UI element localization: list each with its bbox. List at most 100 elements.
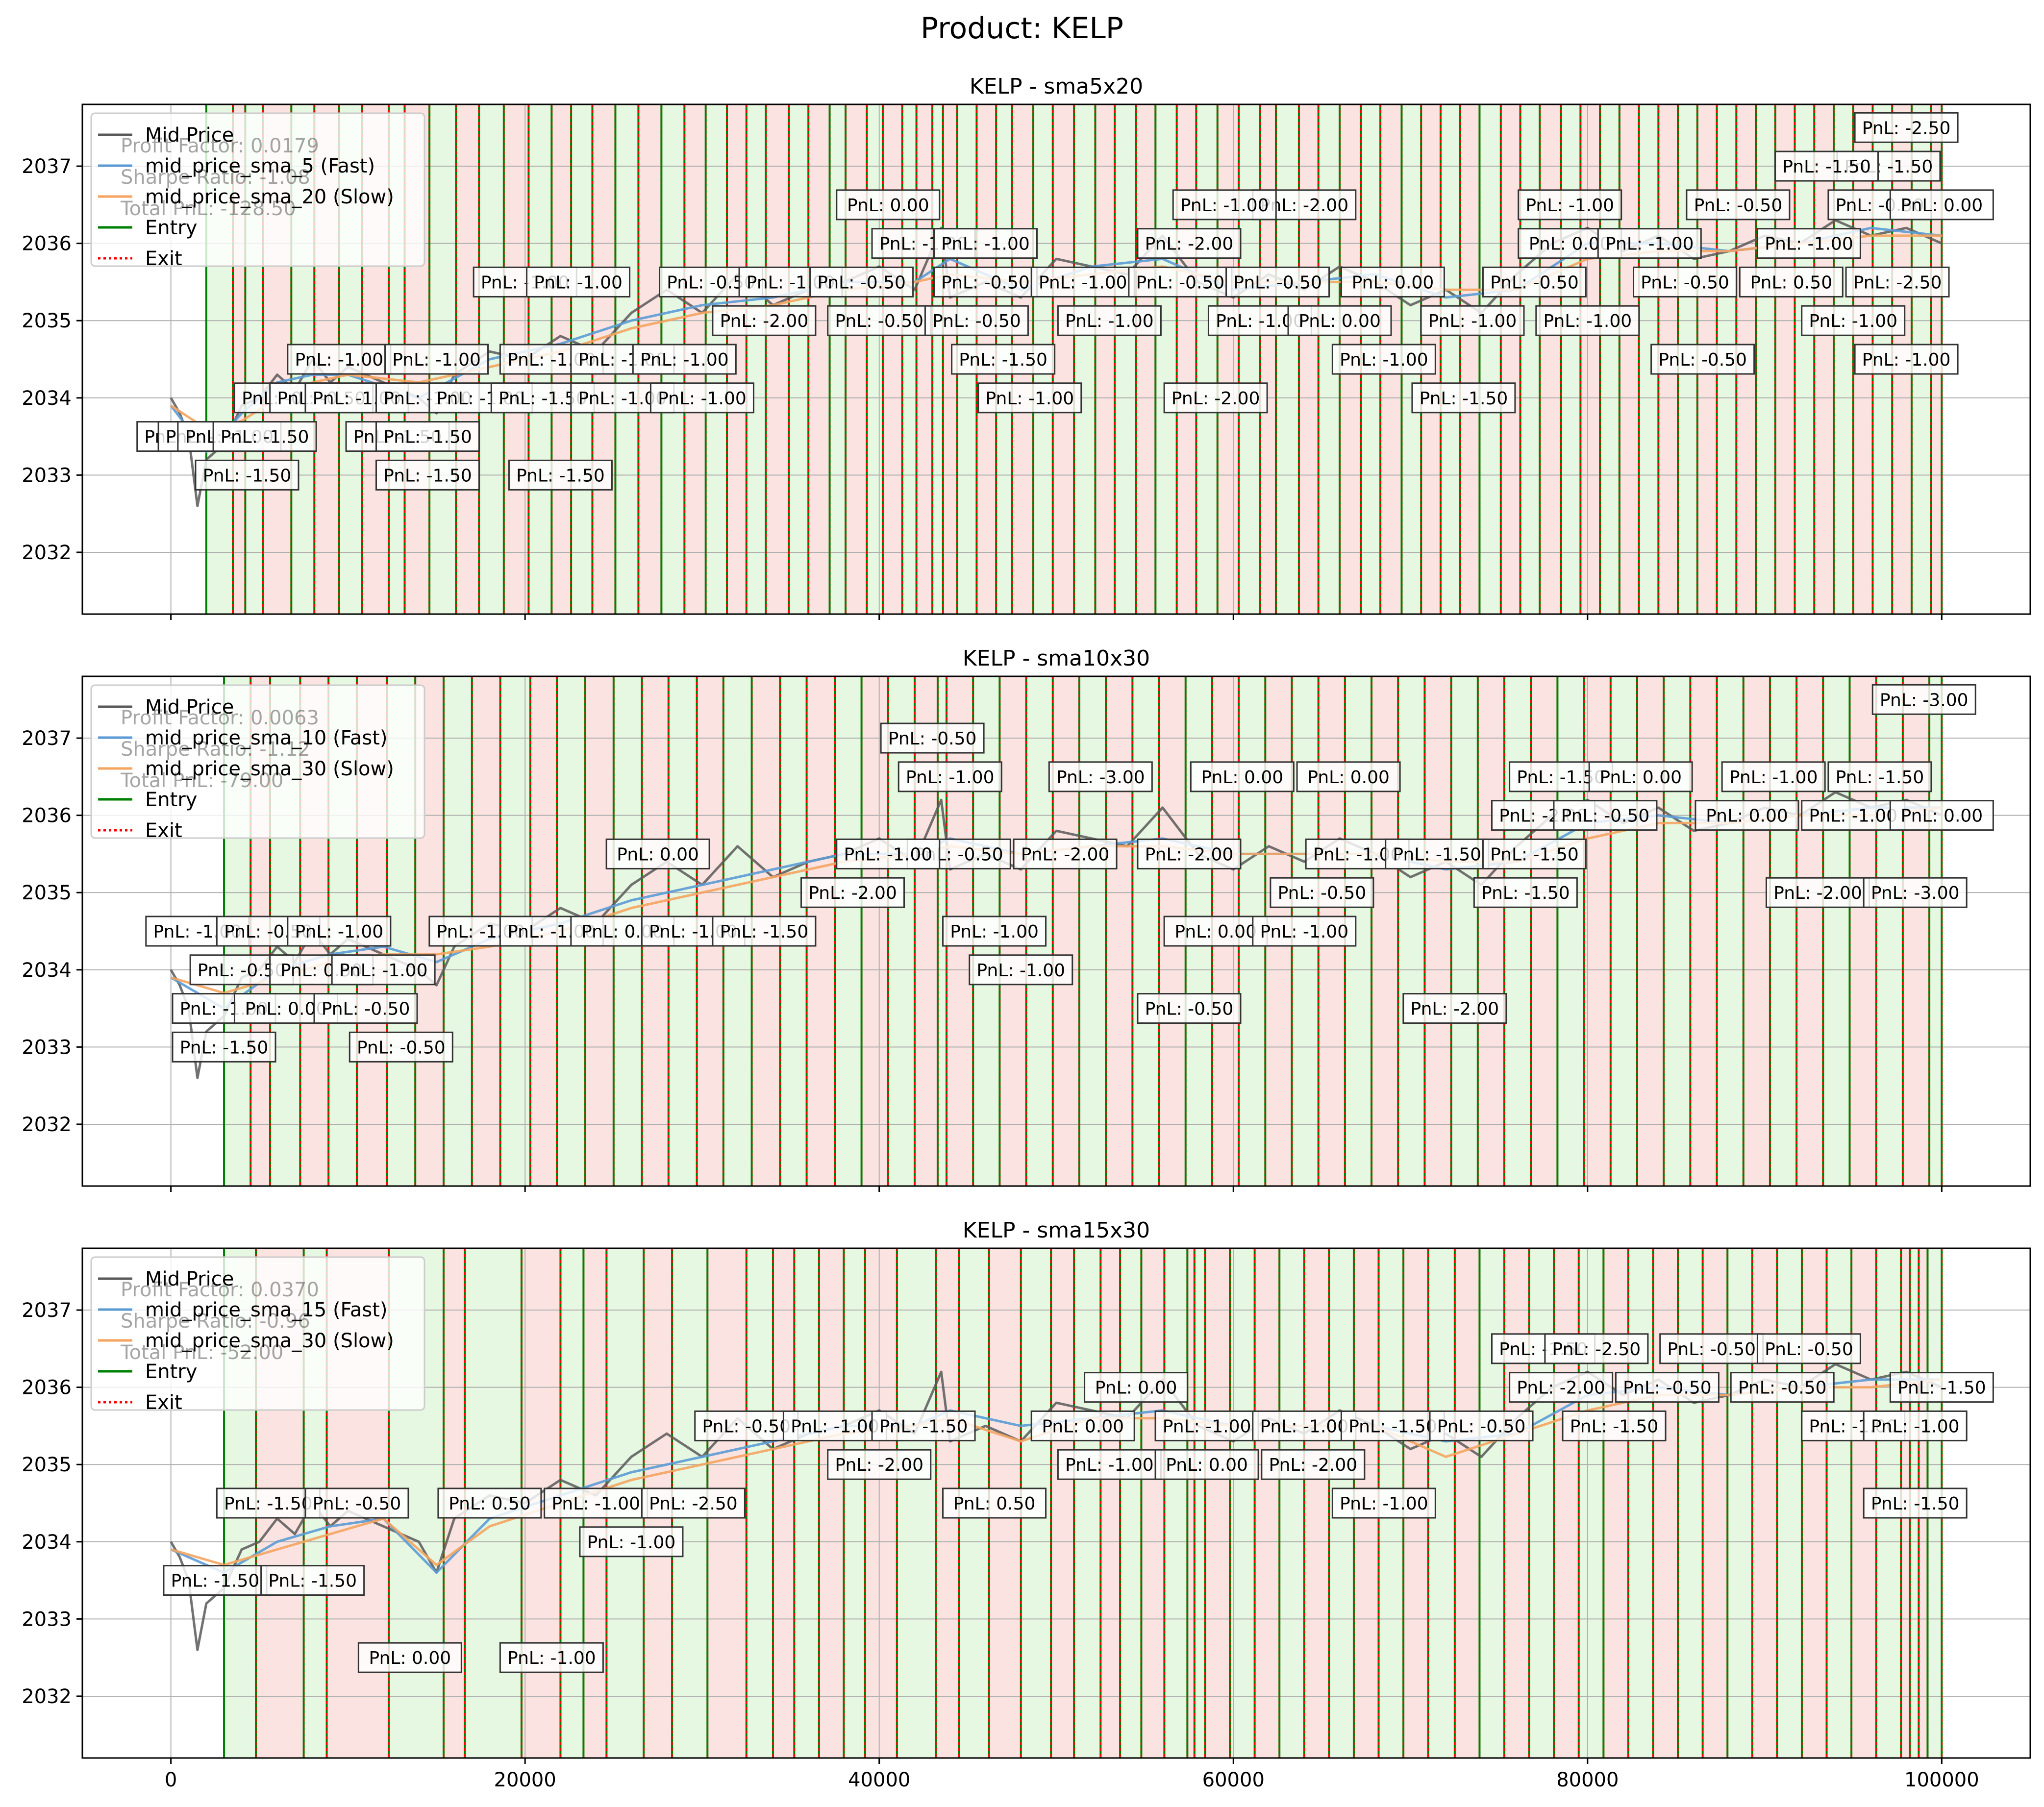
stats-text: Sharpe Ratio: -0.96 <box>121 1310 310 1333</box>
pnl-label-text: PnL: -0.50 <box>313 1494 401 1514</box>
pnl-label-box <box>499 1642 604 1673</box>
pnl-label-text: PnL: -1.00 <box>640 350 729 370</box>
pnl-label-text: PnL: -0.50 <box>357 1038 446 1058</box>
pnl-label-box <box>287 344 392 375</box>
pnl-label-box <box>1137 993 1242 1024</box>
short-position-band <box>1460 104 1480 614</box>
pnl-label: PnL: 0.00 <box>1154 1449 1259 1480</box>
pnl-label-box <box>1340 1410 1445 1441</box>
pnl-label-box <box>1287 305 1392 336</box>
pnl-label: PnL: -1.00 <box>1801 305 1906 336</box>
short-position-band <box>1136 104 1156 614</box>
legend-label: Mid Price <box>145 1268 234 1290</box>
pnl-label-text: PnL: -1.00 <box>392 350 481 370</box>
pnl-label: PnL: -1.00 <box>287 344 392 375</box>
short-position-band <box>1106 676 1133 1186</box>
pnl-label: PnL: -0.50 <box>1225 266 1330 297</box>
pnl-label-text: PnL: -1.00 <box>1163 1416 1251 1436</box>
legend-label: Mid Price <box>145 124 234 147</box>
pnl-label-text: PnL: -0.50 <box>1667 1339 1756 1360</box>
pnl-label-box <box>871 1410 976 1441</box>
short-position-band <box>861 676 888 1186</box>
pnl-label-text: PnL: -1.50 <box>1570 1416 1659 1436</box>
y-tick-label: 2037 <box>22 155 72 178</box>
pnl-label-box <box>897 761 1002 792</box>
pnl-label-text: PnL: -1.00 <box>791 1416 879 1436</box>
pnl-label-box <box>827 305 932 336</box>
legend-label: mid_price_sma_30 (Slow) <box>145 1330 394 1352</box>
y-tick-label: 2034 <box>22 1531 72 1554</box>
pnl-label-text: PnL: -1.00 <box>1605 234 1694 254</box>
pnl-label-box <box>1128 266 1233 297</box>
pnl-label: PnL: -1.00 <box>1535 305 1640 336</box>
short-position-band <box>1371 676 1398 1186</box>
long-position-band <box>1777 1248 1802 1758</box>
pnl-label-box <box>1137 228 1242 259</box>
pnl-label-box <box>1889 1372 1994 1403</box>
pnl-label-text: PnL: -1.00 <box>906 767 995 788</box>
long-position-band <box>789 104 809 614</box>
pnl-label: PnL: -1.50 <box>1473 877 1578 908</box>
figure-title: Product: KELP <box>921 11 1123 46</box>
pnl-label-box <box>933 266 1038 297</box>
long-position-band <box>746 104 766 614</box>
long-position-band <box>1398 676 1425 1186</box>
long-position-band <box>1479 104 1501 614</box>
x-tick-label: 20000 <box>494 1769 556 1791</box>
pnl-label-text: PnL: 0.00 <box>1174 922 1257 942</box>
pnl-label-text: PnL: 0.50 <box>953 1494 1036 1514</box>
long-position-band <box>1876 676 1903 1186</box>
stats-text: Profit Factor: 0.0179 <box>121 135 319 157</box>
long-position-band <box>1557 676 1584 1186</box>
pnl-label: PnL: -0.50 <box>1482 266 1587 297</box>
pnl-label: PnL: -1.00 <box>969 954 1073 986</box>
pnl-label: PnL: 0.00 <box>605 838 710 869</box>
pnl-label: PnL: -2.00 <box>1137 838 1242 869</box>
pnl-label-box <box>1252 916 1357 947</box>
long-position-band <box>844 1248 865 1758</box>
pnl-label-text: PnL: -0.50 <box>1561 806 1650 826</box>
pnl-label: PnL: -1.50 <box>1774 150 1879 182</box>
stats-text: Profit Factor: 0.0063 <box>121 707 319 729</box>
pnl-label: PnL: -1.50 <box>1385 838 1490 869</box>
pnl-label-text: PnL: -1.00 <box>658 389 747 409</box>
pnl-label: PnL: -1.50 <box>216 1487 321 1519</box>
pnl-label: PnL: -1.50 <box>172 1031 276 1063</box>
long-position-band <box>1578 1248 1604 1758</box>
pnl-label: PnL: -2.00 <box>1013 838 1118 869</box>
axes-frame <box>81 103 2031 615</box>
pnl-label-box <box>1544 1333 1649 1364</box>
pnl-label: PnL: 0.00 <box>1190 761 1295 792</box>
pnl-label-box <box>313 993 418 1024</box>
pnl-label-box <box>1429 1410 1534 1441</box>
stats-text: Sharpe Ratio: -1.08 <box>121 166 310 189</box>
pnl-label: PnL: -1.00 <box>942 916 1047 947</box>
pnl-label-text: PnL: -0.50 <box>1437 1416 1526 1436</box>
pnl-label: PnL: -1.00 <box>1420 305 1525 336</box>
y-tick-label: 2035 <box>22 1454 72 1476</box>
pnl-label: PnL: -3.00 <box>1048 761 1153 792</box>
subplot-title: KELP - sma15x30 <box>963 1218 1150 1243</box>
pnl-label-text: PnL: -1.00 <box>1065 311 1154 331</box>
pnl-label: PnL: -1.50 <box>951 344 1056 375</box>
pnl-label-box <box>1854 344 1959 375</box>
pnl-label-box <box>712 916 817 947</box>
long-position-band <box>1727 1248 1752 1758</box>
pnl-label-text: PnL: 0.00 <box>1352 272 1434 293</box>
short-position-band <box>882 104 902 614</box>
pnl-label-text: PnL: -2.00 <box>1773 883 1862 903</box>
short-position-band <box>1504 1248 1529 1758</box>
pnl-label-text: PnL: -2.00 <box>1172 389 1260 409</box>
pnl-label-text: PnL: -3.00 <box>1880 690 1969 710</box>
pnl-label-box <box>1659 1333 1764 1364</box>
pnl-label-box <box>216 1487 321 1519</box>
pnl-label: PnL: -0.50 <box>1650 344 1755 375</box>
pnl-label-box <box>1535 305 1640 336</box>
pnl-label-text: PnL: 0.00 <box>1901 806 1983 826</box>
pnl-label-text: PnL: -1.50 <box>383 466 472 486</box>
pnl-label-text: PnL: -1.00 <box>844 844 932 865</box>
pnl-label-text: PnL: -0.50 <box>1623 1378 1712 1398</box>
pnl-label-text: PnL: -0.50 <box>835 311 923 331</box>
pnl-label: PnL: 0.00 <box>1340 266 1445 297</box>
legend-label: mid_price_sma_10 (Fast) <box>145 727 388 749</box>
